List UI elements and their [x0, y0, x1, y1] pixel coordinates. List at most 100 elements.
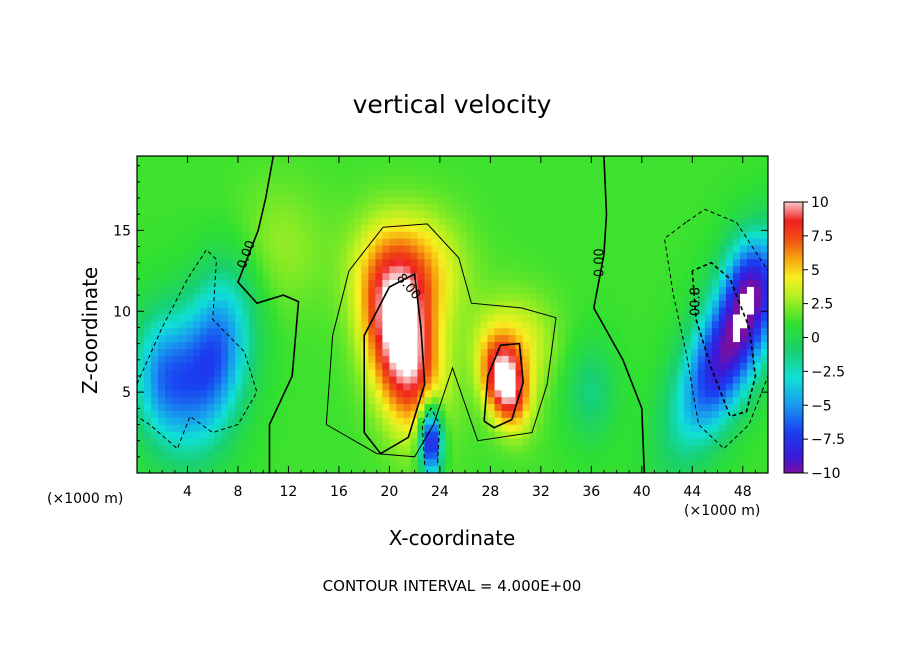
field-cell [284, 190, 292, 198]
field-cell [312, 204, 320, 212]
field-cell [382, 424, 390, 433]
field-cell [746, 169, 755, 178]
field-cell [641, 314, 650, 322]
field-cell [459, 211, 468, 219]
field-cell [662, 321, 671, 329]
field-cell [382, 300, 390, 309]
field-cell [606, 190, 615, 198]
field-cell [165, 307, 173, 316]
field-cell [403, 438, 412, 447]
field-cell [382, 259, 390, 267]
field-cell [599, 431, 608, 440]
field-cell [270, 459, 278, 467]
field-cell [389, 259, 398, 267]
field-cell [683, 204, 692, 212]
field-cell [305, 162, 313, 171]
field-cell [641, 231, 650, 240]
field-cell [354, 266, 362, 274]
field-cell [655, 273, 664, 281]
field-cell [480, 335, 489, 343]
field-cell [564, 293, 573, 302]
field-cell [256, 266, 264, 274]
field-cell [249, 397, 257, 405]
x-tick-label: 4 [183, 484, 192, 500]
field-cell [522, 355, 531, 364]
field-cell [662, 335, 671, 343]
field-cell [431, 156, 440, 164]
field-cell [340, 390, 348, 398]
field-cell [333, 218, 341, 226]
field-cell [592, 190, 601, 198]
field-cell [634, 300, 643, 309]
field-cell [186, 211, 194, 219]
field-cell [221, 293, 229, 302]
field-cell [641, 218, 650, 226]
field-cell [452, 438, 461, 447]
field-cell [459, 404, 468, 412]
field-cell [494, 231, 503, 240]
field-cell [137, 424, 145, 433]
field-cell [354, 376, 362, 385]
field-cell [669, 280, 678, 288]
field-cell [697, 273, 706, 281]
field-cell [711, 259, 720, 267]
field-cell [739, 252, 748, 260]
field-cell [452, 362, 461, 371]
field-cell [669, 156, 678, 164]
field-cell [347, 376, 355, 385]
field-cell [683, 169, 692, 178]
field-cell [697, 218, 706, 226]
field-cell [403, 293, 412, 302]
field-cell [193, 286, 201, 295]
field-cell [543, 156, 552, 164]
field-cell [410, 438, 419, 447]
field-cell [592, 445, 601, 453]
field-cell [739, 348, 748, 357]
field-cell [487, 176, 496, 185]
field-cell [690, 231, 699, 240]
field-cell [445, 245, 454, 254]
field-cell [753, 376, 762, 385]
field-cell [207, 397, 215, 405]
field-cell [326, 273, 334, 281]
field-cell [515, 404, 524, 412]
field-cell [172, 176, 180, 185]
field-cell [648, 280, 657, 288]
field-cell [438, 410, 447, 419]
field-cell [410, 383, 419, 391]
field-cell [599, 238, 608, 247]
field-cell [361, 438, 369, 447]
field-cell [144, 224, 152, 233]
field-cell [550, 259, 559, 267]
field-cell [186, 169, 194, 178]
field-cell [312, 259, 320, 267]
field-cell [298, 211, 306, 219]
field-cell [235, 328, 243, 336]
field-cell [697, 431, 706, 440]
field-cell [571, 376, 580, 385]
field-cell [718, 348, 727, 357]
field-cell [676, 273, 685, 281]
field-cell [228, 466, 236, 473]
field-cell [508, 211, 517, 219]
field-cell [690, 348, 699, 357]
field-cell [718, 156, 727, 164]
field-cell [711, 273, 720, 281]
field-cell [235, 176, 243, 185]
field-cell [718, 273, 727, 281]
field-cell [158, 245, 166, 254]
field-cell [172, 328, 180, 336]
field-cell [690, 355, 699, 364]
field-cell [620, 224, 629, 233]
field-cell [557, 417, 566, 426]
field-cell [648, 204, 657, 212]
field-cell [284, 218, 292, 226]
field-cell [312, 307, 320, 316]
field-cell [711, 231, 720, 240]
field-cell [739, 390, 748, 398]
field-cell [396, 224, 405, 233]
field-cell [277, 273, 285, 281]
field-cell [662, 190, 671, 198]
field-cell [522, 252, 531, 260]
field-cell [256, 466, 264, 473]
